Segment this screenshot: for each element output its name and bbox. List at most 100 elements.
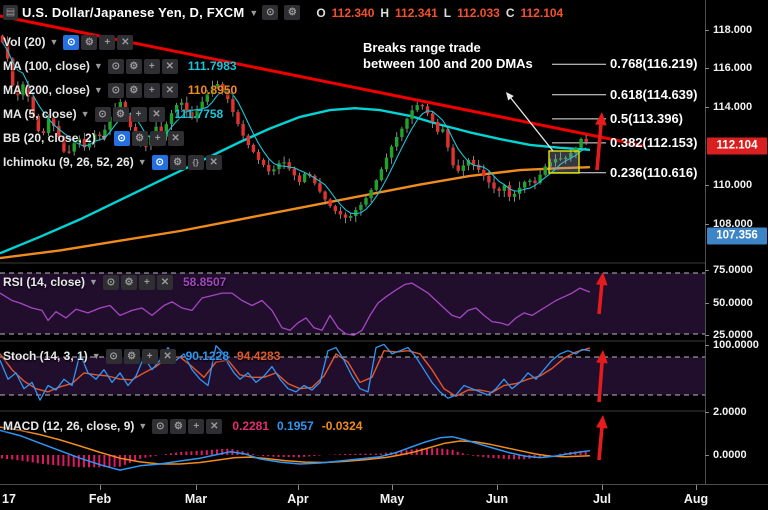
- eye-icon[interactable]: ⊙: [151, 154, 168, 170]
- stoch-pane-legend: Stoch (14, 3, 1) ▼ ⊙ ⚙ + ✕ 90.1228 94.4283: [3, 344, 280, 368]
- eye-icon[interactable]: ⊙: [94, 106, 111, 122]
- candle-body: [185, 102, 189, 113]
- eye-icon[interactable]: ⊙: [105, 348, 122, 364]
- candle-body: [251, 144, 256, 152]
- eye-icon[interactable]: ⊙: [107, 58, 124, 74]
- candle-body: [169, 113, 174, 125]
- eye-icon[interactable]: ⊙: [113, 130, 130, 146]
- gear-icon[interactable]: ⚙: [120, 274, 137, 290]
- symbol-title[interactable]: U.S. Dollar/Japanese Yen, D, FXCM: [22, 5, 245, 20]
- price-axis[interactable]: 118.000 116.000 114.000 110.000 108.000 75.00…: [705, 0, 768, 484]
- gear-icon[interactable]: ⚙: [125, 82, 142, 98]
- chevron-down-icon[interactable]: ▼: [89, 277, 98, 287]
- close-icon[interactable]: ✕: [161, 58, 178, 74]
- plus-icon[interactable]: +: [138, 274, 155, 290]
- indicator-name[interactable]: MA (5, close): [3, 107, 77, 121]
- gear-icon[interactable]: ⚙: [112, 106, 129, 122]
- plus-icon[interactable]: +: [149, 130, 166, 146]
- chevron-down-icon[interactable]: ▼: [99, 133, 109, 143]
- ohlc-label: L: [443, 5, 452, 20]
- plus-icon[interactable]: +: [188, 418, 205, 434]
- close-icon[interactable]: ✕: [161, 82, 178, 98]
- indicator-value: 110.8950: [187, 83, 238, 97]
- candle-body: [164, 124, 168, 137]
- fib-label[interactable]: 0.768(116.219): [610, 56, 698, 71]
- gear-icon[interactable]: ⚙: [123, 348, 140, 364]
- candle-body: [328, 199, 332, 206]
- indicator-name[interactable]: MA (100, close): [3, 59, 90, 73]
- plus-icon[interactable]: +: [143, 82, 160, 98]
- eye-icon[interactable]: ⊙: [152, 418, 169, 434]
- close-icon[interactable]: ✕: [159, 348, 176, 364]
- gear-icon[interactable]: ⚙: [170, 418, 187, 434]
- gear-icon[interactable]: ⚙: [81, 34, 98, 50]
- indicator-value: 90.1228: [185, 349, 230, 363]
- gear-icon[interactable]: ⚙: [131, 130, 148, 146]
- plus-icon[interactable]: +: [99, 34, 116, 50]
- chevron-down-icon[interactable]: ▼: [137, 157, 147, 167]
- plus-icon[interactable]: +: [130, 106, 147, 122]
- time-axis[interactable]: 17 Feb Mar Apr May Jun Jul Aug: [0, 484, 768, 510]
- chevron-down-icon[interactable]: ▼: [91, 351, 101, 361]
- macd-pane-legend: MACD (12, 26, close, 9) ▼ ⊙ ⚙ + ✕ 0.2281 0.1957…: [3, 414, 362, 438]
- candle-body: [533, 180, 537, 183]
- chevron-down-icon[interactable]: ▼: [93, 85, 103, 95]
- close-icon[interactable]: ✕: [205, 154, 222, 170]
- close-icon[interactable]: ✕: [156, 274, 173, 290]
- indicator-name[interactable]: Ichimoku (9, 26, 52, 26): [3, 155, 134, 169]
- chevron-down-icon[interactable]: ▼: [93, 61, 103, 71]
- indicator-name[interactable]: Stoch (14, 3, 1): [3, 349, 88, 363]
- axis-tick-mark: [497, 485, 498, 490]
- settings-icon[interactable]: ⚙: [284, 5, 301, 20]
- price-axis-label: 118.000: [713, 24, 753, 36]
- eye-icon[interactable]: ⊙: [107, 82, 124, 98]
- chevron-down-icon[interactable]: ▼: [49, 37, 59, 47]
- candle-body: [359, 204, 363, 210]
- candle-body: [221, 84, 225, 91]
- eye-icon[interactable]: ⊙: [63, 34, 80, 50]
- annotation-text[interactable]: Breaks range trade between 100 and 200 D…: [363, 40, 533, 72]
- ohlc-values: O 112.340 H 112.341 L 112.033 C 112.104: [316, 6, 563, 20]
- plus-icon[interactable]: +: [143, 58, 160, 74]
- candle-body: [477, 164, 481, 170]
- close-icon[interactable]: ✕: [167, 130, 184, 146]
- axis-tick-mark: [298, 485, 299, 490]
- indicator-name[interactable]: MACD (12, 26, close, 9): [3, 419, 135, 433]
- indicator-name[interactable]: MA (200, close): [3, 83, 90, 97]
- eye-icon[interactable]: ⊙: [102, 274, 119, 290]
- indicator-name[interactable]: BB (20, close, 2): [3, 131, 96, 145]
- gear-icon[interactable]: ⚙: [169, 154, 186, 170]
- fib-label[interactable]: 0.618(114.639): [610, 87, 698, 102]
- indicator-name[interactable]: RSI (14, close): [3, 275, 86, 289]
- indicator-name[interactable]: Vol (20): [3, 35, 46, 49]
- fib-label[interactable]: 0.5(113.396): [610, 111, 684, 126]
- fib-label[interactable]: 0.382(112.153): [610, 135, 698, 150]
- price-axis-label: 116.000: [713, 62, 753, 74]
- chevron-down-icon[interactable]: ▼: [80, 109, 90, 119]
- close-icon[interactable]: ✕: [117, 34, 134, 50]
- symbol-dropdown-caret-icon[interactable]: ▼: [249, 7, 259, 18]
- candle-body: [548, 162, 552, 167]
- braces-icon[interactable]: {}: [187, 154, 204, 170]
- axis-tick-mark: [705, 412, 709, 413]
- fib-label[interactable]: 0.236(110.616): [610, 165, 698, 180]
- candle-body: [430, 113, 435, 122]
- candle-body: [338, 211, 343, 215]
- pointer-arrow-head: [506, 92, 514, 101]
- chart-properties-icon[interactable]: ▤: [3, 5, 18, 20]
- red-up-arrow-head: [596, 415, 608, 429]
- close-icon[interactable]: ✕: [148, 106, 165, 122]
- candle-body: [0, 35, 5, 43]
- chevron-down-icon[interactable]: ▼: [138, 421, 148, 431]
- axis-tick-mark: [705, 185, 709, 186]
- gear-icon[interactable]: ⚙: [125, 58, 142, 74]
- visibility-icon[interactable]: ⊙: [262, 5, 279, 20]
- candle-body: [103, 129, 107, 136]
- candle-body: [256, 152, 261, 160]
- candle-body: [144, 145, 148, 147]
- axis-tick-mark: [392, 485, 393, 490]
- plus-icon[interactable]: +: [141, 348, 158, 364]
- close-icon[interactable]: ✕: [206, 418, 223, 434]
- stoch-d-line: [0, 347, 591, 397]
